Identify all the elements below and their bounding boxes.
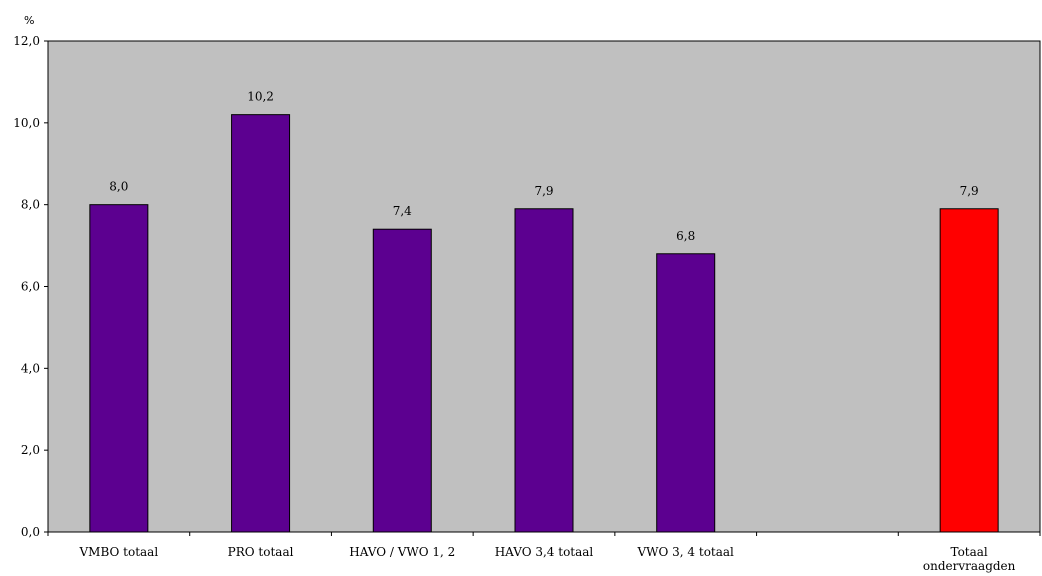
bar <box>656 253 716 533</box>
x-category-label: ondervraagden <box>923 559 1016 573</box>
y-tick-label: 12,0 <box>13 34 40 48</box>
y-axis-unit-label: % <box>24 14 34 27</box>
x-category-label: PRO totaal <box>228 545 294 559</box>
y-tick-label: 0,0 <box>21 525 40 539</box>
bar <box>231 114 291 533</box>
x-category-label: VWO 3, 4 totaal <box>637 545 735 559</box>
bar-value-label: 8,0 <box>109 180 128 194</box>
y-tick-label: 2,0 <box>21 443 40 457</box>
x-category-label: Totaal <box>951 545 988 559</box>
y-tick-label: 4,0 <box>21 361 40 375</box>
x-category-label: HAVO / VWO 1, 2 <box>349 545 455 559</box>
bars-group: 8,0 10,2 7,4 7,9 6,8 7,9 <box>89 90 999 533</box>
bar-value-label: 7,9 <box>534 184 553 198</box>
bar <box>372 228 432 533</box>
bar-value-label: 10,2 <box>247 90 274 104</box>
x-category-label: HAVO 3,4 totaal <box>495 545 594 559</box>
x-axis: VMBO totaal PRO totaal HAVO / VWO 1, 2 HAVO… <box>47 532 1041 573</box>
bar <box>514 208 574 533</box>
bar <box>89 204 149 533</box>
y-axis: 0,0 2,0 4,0 6,0 8,0 10,0 12,0 <box>13 34 48 539</box>
bar-value-label: 7,4 <box>393 204 412 218</box>
y-tick-label: 10,0 <box>13 116 40 130</box>
bar <box>939 208 999 533</box>
bar-value-label: 6,8 <box>676 229 695 243</box>
x-category-label: VMBO totaal <box>79 545 159 559</box>
y-tick-label: 6,0 <box>21 280 40 294</box>
y-tick-label: 8,0 <box>21 198 40 212</box>
bar-value-label: 7,9 <box>960 184 979 198</box>
